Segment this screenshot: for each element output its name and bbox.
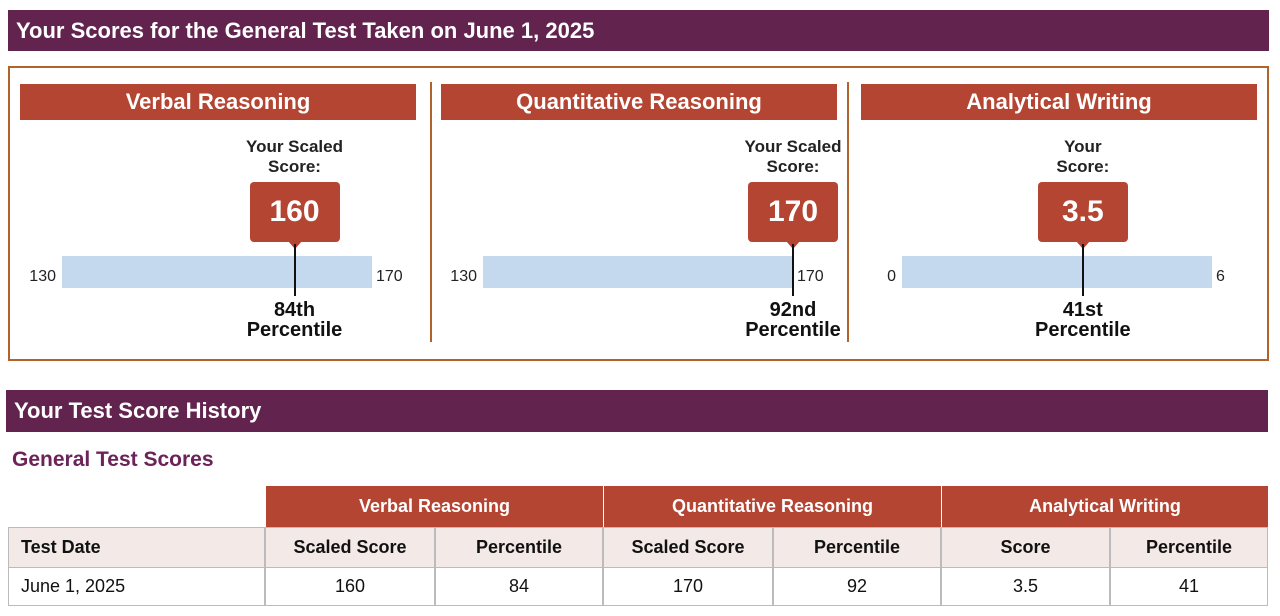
scale-max: 170 xyxy=(376,268,403,285)
table-cell: 84 xyxy=(435,567,603,606)
history-subtitle: General Test Scores xyxy=(12,448,214,471)
group-header: Quantitative Reasoning xyxy=(603,486,941,527)
column-header: Percentile xyxy=(435,527,603,568)
section-title: Analytical Writing xyxy=(861,84,1257,120)
score-label: Score: xyxy=(1056,157,1110,176)
table-cell: June 1, 2025 xyxy=(8,567,265,606)
score-box: 160 xyxy=(249,182,340,242)
percentile-label: Percentile xyxy=(745,319,841,341)
section-title: Quantitative Reasoning xyxy=(441,84,837,120)
scale-bar xyxy=(62,256,372,288)
score-label: Score: xyxy=(268,157,321,176)
column-header: Score xyxy=(941,527,1110,568)
score-marker xyxy=(1081,244,1084,296)
score-label: Your Scaled xyxy=(744,137,842,156)
percentile-label: Percentile xyxy=(246,319,343,341)
column-header: Scaled Score xyxy=(603,527,773,568)
score-marker xyxy=(792,244,794,296)
group-header: Verbal Reasoning xyxy=(265,486,603,527)
score-box: 170 xyxy=(748,182,838,242)
score-panel xyxy=(8,66,1269,361)
score-label: Your xyxy=(1064,137,1102,156)
percentile-label: 84th xyxy=(273,299,316,321)
scale-min: 0 xyxy=(887,268,896,285)
column-header: Test Date xyxy=(8,527,265,568)
group-header: Analytical Writing xyxy=(941,486,1268,527)
divider xyxy=(430,82,432,342)
scale-bar xyxy=(902,256,1212,288)
score-label: Your Scaled xyxy=(246,137,343,156)
score-marker xyxy=(293,244,296,296)
percentile-label: Percentile xyxy=(1035,319,1131,341)
scale-max: 170 xyxy=(797,268,824,285)
column-header: Percentile xyxy=(773,527,941,568)
table-cell: 92 xyxy=(773,567,941,606)
divider xyxy=(847,82,849,342)
percentile-label: 41st xyxy=(1062,299,1103,321)
section-title: Verbal Reasoning xyxy=(20,84,416,120)
header-title: Your Scores for the General Test Taken o… xyxy=(8,10,1269,51)
scale-max: 6 xyxy=(1216,268,1225,285)
table-cell: 41 xyxy=(1110,567,1268,606)
column-header: Scaled Score xyxy=(265,527,435,568)
table-cell: 160 xyxy=(265,567,435,606)
score-box: 3.5 xyxy=(1037,182,1128,242)
score-label: Score: xyxy=(766,157,820,176)
percentile-label: 92nd xyxy=(769,299,817,321)
table-cell: 3.5 xyxy=(941,567,1110,606)
scale-bar xyxy=(483,256,793,288)
scale-min: 130 xyxy=(450,268,477,285)
table-cell: 170 xyxy=(603,567,773,606)
history-title: Your Test Score History xyxy=(6,390,1268,432)
column-header: Percentile xyxy=(1110,527,1268,568)
scale-min: 130 xyxy=(29,268,56,285)
